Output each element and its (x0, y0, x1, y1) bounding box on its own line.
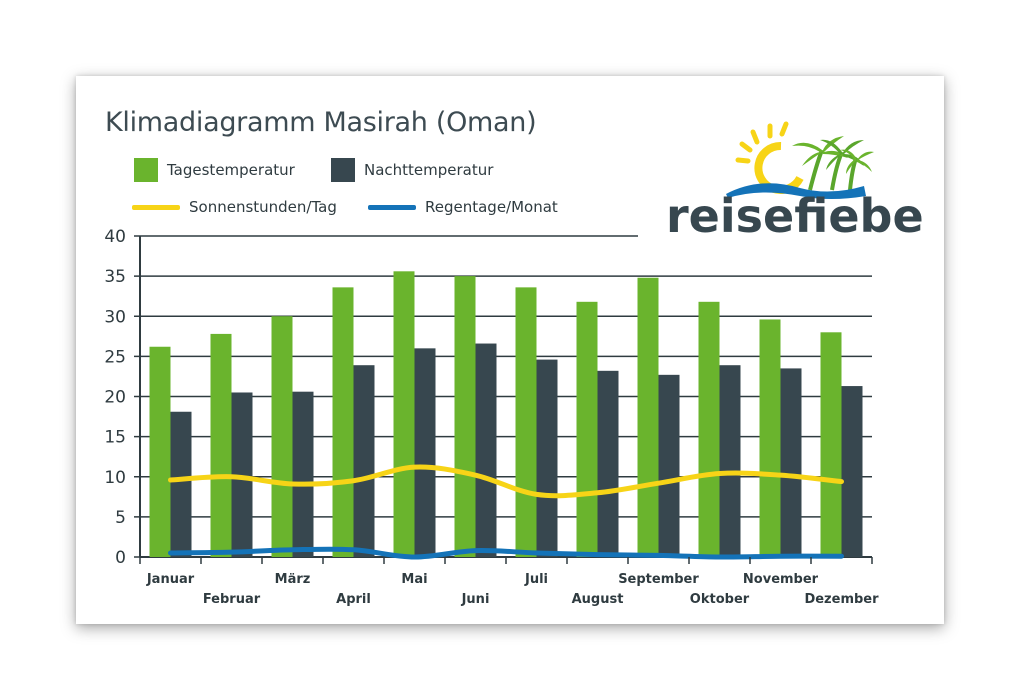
x-tick-label-10: November (743, 572, 819, 587)
reisefieber-logo: reisefieber (666, 121, 922, 240)
bar-night-temp-11 (841, 386, 863, 557)
legend-night-temp: Nachttemperatur (331, 158, 493, 182)
y-tick-label: 30 (104, 307, 126, 327)
bar-day-temp-4 (393, 271, 415, 557)
y-tick-label: 10 (104, 468, 126, 488)
bar-day-temp-11 (820, 332, 842, 557)
legend-sun-swatch (132, 204, 180, 210)
bar-night-temp-6 (536, 359, 558, 557)
x-tick-label-6: Juli (524, 572, 548, 587)
x-tick-label-1: Februar (203, 592, 261, 607)
legend-raindays: Regentage/Monat (368, 198, 558, 216)
bar-night-temp-5 (475, 343, 497, 557)
logo-wordmark: reisefieber (666, 189, 922, 240)
palm-trees-icon (792, 136, 874, 191)
legend-sun-label: Sonnenstunden/Tag (189, 198, 337, 216)
bars (149, 271, 863, 557)
x-tick-label-0: Januar (146, 572, 195, 587)
legend-rain-label: Regentage/Monat (425, 198, 558, 216)
lines (168, 464, 844, 560)
bar-day-temp-7 (576, 301, 598, 557)
x-tick-label-9: Oktober (690, 592, 750, 607)
x-tick-label-11: Dezember (804, 592, 879, 607)
y-tick-label: 25 (104, 347, 126, 367)
bar-day-temp-10 (759, 319, 781, 557)
legend-night-label: Nachttemperatur (364, 161, 494, 179)
bar-night-temp-7 (597, 370, 619, 557)
legend-day-swatch (134, 158, 158, 182)
x-tick-label-5: Juni (461, 592, 490, 607)
y-tick-label: 5 (115, 508, 126, 528)
waves-icon (726, 183, 866, 199)
y-tick-label: 35 (104, 267, 126, 287)
bar-night-temp-4 (414, 348, 436, 557)
line-sunshine-hours (168, 464, 844, 499)
x-tick-label-2: März (275, 572, 311, 587)
bar-day-temp-6 (515, 287, 537, 557)
legend-day-temp: Tagestemperatur (134, 158, 295, 182)
bar-night-temp-0 (170, 411, 192, 557)
bar-day-temp-9 (698, 301, 720, 557)
x-tick-label-7: August (572, 592, 624, 607)
line-rain-days (168, 546, 844, 560)
bar-day-temp-5 (454, 276, 476, 557)
y-tick-label: 20 (104, 388, 126, 408)
axes: 0 5 10 15 20 25 30 35 40 Januar Februar März April Ma… (104, 227, 879, 607)
bar-night-temp-8 (658, 374, 680, 557)
bar-night-temp-1 (231, 392, 253, 557)
bar-day-temp-8 (637, 277, 659, 557)
bar-night-temp-3 (353, 365, 375, 557)
bar-day-temp-1 (210, 333, 232, 557)
chart-title: Klimadiagramm Masirah (Oman) (105, 107, 537, 138)
bar-night-temp-2 (292, 391, 314, 557)
y-tick-label: 40 (104, 227, 126, 247)
bar-night-temp-9 (719, 365, 741, 557)
legend-rain-swatch (368, 204, 416, 210)
x-tick-label-8: September (618, 572, 699, 587)
y-tick-label: 0 (115, 548, 126, 568)
bar-day-temp-2 (271, 316, 293, 557)
x-tick-label-3: April (336, 592, 371, 607)
bar-day-temp-0 (149, 346, 171, 557)
bar-night-temp-10 (780, 368, 802, 557)
x-tick-label-4: Mai (401, 572, 427, 587)
y-tick-label: 15 (104, 428, 126, 448)
legend-night-swatch (331, 158, 355, 182)
legend-day-label: Tagestemperatur (167, 161, 295, 179)
legend-sunshine: Sonnenstunden/Tag (132, 198, 337, 216)
bar-day-temp-3 (332, 287, 354, 557)
